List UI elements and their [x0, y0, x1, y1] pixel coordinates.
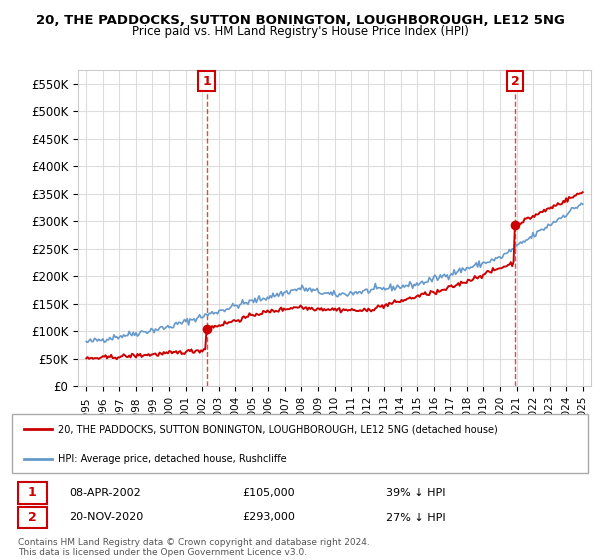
Text: HPI: Average price, detached house, Rushcliffe: HPI: Average price, detached house, Rush… — [58, 454, 287, 464]
Text: Contains HM Land Registry data © Crown copyright and database right 2024.
This d: Contains HM Land Registry data © Crown c… — [18, 538, 370, 557]
Text: 08-APR-2002: 08-APR-2002 — [70, 488, 142, 498]
Text: 27% ↓ HPI: 27% ↓ HPI — [386, 512, 446, 522]
FancyBboxPatch shape — [18, 482, 47, 503]
Text: 20-NOV-2020: 20-NOV-2020 — [70, 512, 144, 522]
FancyBboxPatch shape — [18, 507, 47, 529]
Text: £105,000: £105,000 — [242, 488, 295, 498]
Text: £293,000: £293,000 — [242, 512, 295, 522]
Text: 1: 1 — [28, 486, 37, 500]
Text: 2: 2 — [511, 74, 519, 88]
Text: 39% ↓ HPI: 39% ↓ HPI — [386, 488, 446, 498]
FancyBboxPatch shape — [12, 414, 588, 473]
Text: 1: 1 — [202, 74, 211, 88]
Text: 2: 2 — [28, 511, 37, 524]
Text: 20, THE PADDOCKS, SUTTON BONINGTON, LOUGHBOROUGH, LE12 5NG: 20, THE PADDOCKS, SUTTON BONINGTON, LOUG… — [35, 14, 565, 27]
Text: 20, THE PADDOCKS, SUTTON BONINGTON, LOUGHBOROUGH, LE12 5NG (detached house): 20, THE PADDOCKS, SUTTON BONINGTON, LOUG… — [58, 424, 498, 434]
Text: Price paid vs. HM Land Registry's House Price Index (HPI): Price paid vs. HM Land Registry's House … — [131, 25, 469, 38]
